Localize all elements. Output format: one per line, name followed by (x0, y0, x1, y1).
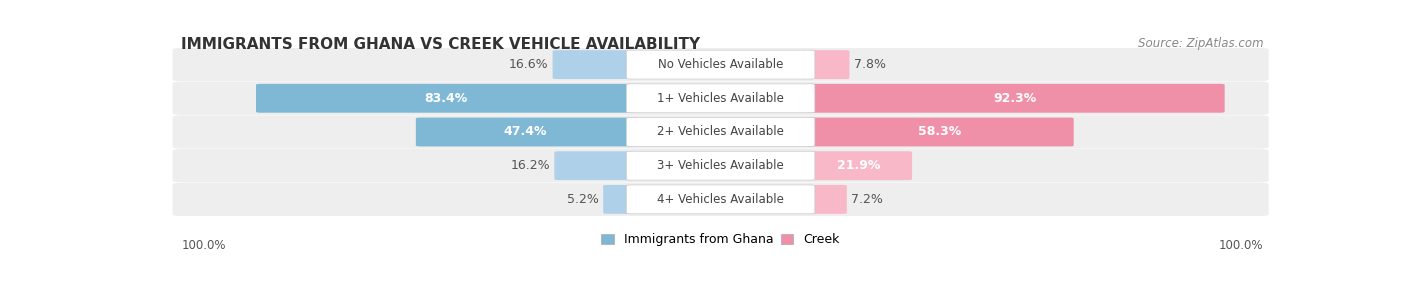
FancyBboxPatch shape (626, 151, 815, 180)
Text: 4+ Vehicles Available: 4+ Vehicles Available (657, 193, 785, 206)
FancyBboxPatch shape (806, 118, 1074, 146)
FancyBboxPatch shape (806, 50, 849, 79)
FancyBboxPatch shape (806, 151, 912, 180)
Text: 3+ Vehicles Available: 3+ Vehicles Available (657, 159, 785, 172)
FancyBboxPatch shape (173, 82, 1268, 115)
Text: Source: ZipAtlas.com: Source: ZipAtlas.com (1137, 37, 1263, 49)
FancyBboxPatch shape (553, 50, 636, 79)
FancyBboxPatch shape (603, 185, 636, 214)
Text: 47.4%: 47.4% (503, 126, 547, 138)
Text: 5.2%: 5.2% (567, 193, 599, 206)
FancyBboxPatch shape (806, 185, 846, 214)
Legend: Immigrants from Ghana, Creek: Immigrants from Ghana, Creek (602, 233, 839, 246)
Text: 58.3%: 58.3% (918, 126, 962, 138)
FancyBboxPatch shape (626, 50, 815, 79)
Text: 7.8%: 7.8% (853, 58, 886, 71)
FancyBboxPatch shape (626, 185, 815, 214)
FancyBboxPatch shape (626, 118, 815, 146)
Text: 100.0%: 100.0% (1219, 239, 1263, 252)
Text: 7.2%: 7.2% (851, 193, 883, 206)
FancyBboxPatch shape (173, 48, 1268, 81)
Text: No Vehicles Available: No Vehicles Available (658, 58, 783, 71)
FancyBboxPatch shape (554, 151, 636, 180)
Text: 21.9%: 21.9% (838, 159, 880, 172)
FancyBboxPatch shape (173, 183, 1268, 216)
FancyBboxPatch shape (173, 149, 1268, 182)
Text: 1+ Vehicles Available: 1+ Vehicles Available (657, 92, 785, 105)
FancyBboxPatch shape (173, 115, 1268, 149)
Text: 2+ Vehicles Available: 2+ Vehicles Available (657, 126, 785, 138)
FancyBboxPatch shape (806, 84, 1225, 113)
Text: IMMIGRANTS FROM GHANA VS CREEK VEHICLE AVAILABILITY: IMMIGRANTS FROM GHANA VS CREEK VEHICLE A… (181, 37, 700, 51)
Text: 16.6%: 16.6% (509, 58, 548, 71)
Text: 83.4%: 83.4% (423, 92, 467, 105)
Text: 92.3%: 92.3% (994, 92, 1038, 105)
Text: 100.0%: 100.0% (181, 239, 226, 252)
FancyBboxPatch shape (626, 84, 815, 113)
FancyBboxPatch shape (416, 118, 636, 146)
Text: 16.2%: 16.2% (510, 159, 550, 172)
FancyBboxPatch shape (256, 84, 636, 113)
